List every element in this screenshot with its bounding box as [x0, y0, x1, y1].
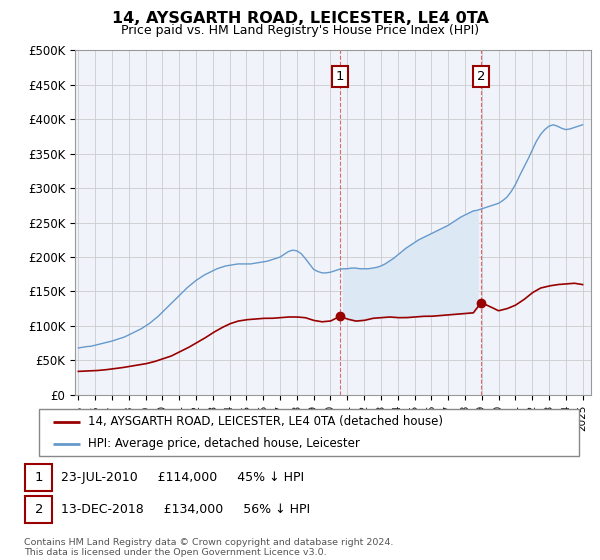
Text: 1: 1 — [35, 471, 43, 484]
Text: 2: 2 — [35, 503, 43, 516]
Text: 1: 1 — [335, 70, 344, 83]
Text: Contains HM Land Registry data © Crown copyright and database right 2024.
This d: Contains HM Land Registry data © Crown c… — [24, 538, 394, 557]
Bar — [25, 464, 52, 491]
Text: HPI: Average price, detached house, Leicester: HPI: Average price, detached house, Leic… — [88, 437, 359, 450]
Text: 14, AYSGARTH ROAD, LEICESTER, LE4 0TA (detached house): 14, AYSGARTH ROAD, LEICESTER, LE4 0TA (d… — [88, 415, 443, 428]
Text: 2: 2 — [477, 70, 485, 83]
Text: 14, AYSGARTH ROAD, LEICESTER, LE4 0TA: 14, AYSGARTH ROAD, LEICESTER, LE4 0TA — [112, 11, 488, 26]
Bar — [25, 496, 52, 523]
Text: Price paid vs. HM Land Registry's House Price Index (HPI): Price paid vs. HM Land Registry's House … — [121, 24, 479, 36]
Text: 23-JUL-2010     £114,000     45% ↓ HPI: 23-JUL-2010 £114,000 45% ↓ HPI — [61, 471, 304, 484]
Text: 13-DEC-2018     £134,000     56% ↓ HPI: 13-DEC-2018 £134,000 56% ↓ HPI — [61, 503, 310, 516]
